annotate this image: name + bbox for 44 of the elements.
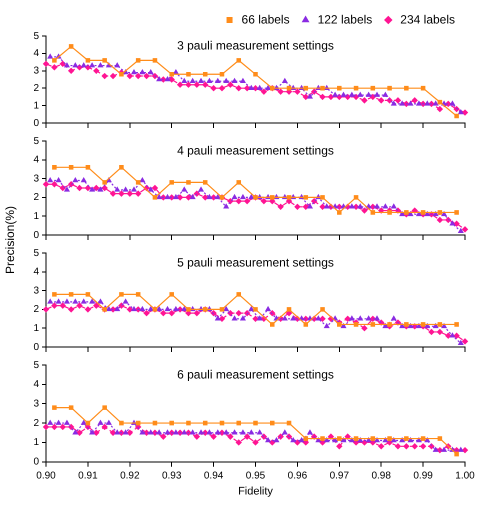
y-tick-label: 5 [33,360,40,371]
y-tick-label: 4 [33,379,40,390]
y-tick-label: 3 [33,66,40,77]
x-tick-label: 0.99 [413,470,434,482]
y-tick-label: 1 [33,210,40,222]
x-tick-label: 0.90 [36,470,56,482]
legend-label: 122 labels [318,12,372,26]
x-tick-label: 0.91 [78,470,98,482]
y-tick-label: 5 [33,30,40,42]
chart-title: 6 pauli measurement settings [177,367,334,382]
y-tick-label: 1 [33,322,40,334]
chart-title: 5 pauli measurement settings [177,255,334,270]
x-axis-title: Fidelity [238,485,274,498]
y-tick-label: 2 [33,82,40,94]
y-tick-label: 2 [33,192,40,204]
y-tick-label: 3 [33,285,40,296]
x-tick-label: 0.96 [288,470,308,482]
y-tick-label: 1 [33,100,40,112]
chart-title: 3 pauli measurement settings [177,38,334,52]
x-tick-label: 0.95 [246,470,266,482]
y-tick-label: 0 [33,230,40,241]
x-tick-label: 0.97 [330,470,350,482]
y-tick-label: 4 [33,48,40,60]
y-tick-label: 5 [33,136,40,147]
x-tick-label: 0.94 [204,470,224,482]
y-tick-label: 1 [33,437,40,448]
y-tick-label: 4 [33,266,40,278]
y-tick-label: 2 [33,304,40,316]
y-tick-label: 2 [33,418,40,429]
y-tick-label: 4 [33,154,40,166]
y-tick-label: 3 [33,398,40,410]
y-tick-label: 5 [33,248,40,259]
chart-title: 4 pauli measurement settings [177,143,334,158]
x-tick-label: 1.00 [455,470,476,482]
y-tick-label: 0 [33,456,40,468]
x-tick-label: 0.93 [162,470,182,482]
y-axis-title: Precision(%) [3,206,18,274]
y-tick-label: 0 [33,118,40,129]
legend-label: 66 labels [242,12,290,26]
x-tick-label: 0.92 [120,470,140,482]
x-tick-label: 0.98 [371,470,392,482]
y-tick-label: 0 [33,342,40,353]
legend-label: 234 labels [400,12,456,26]
y-tick-label: 3 [33,173,40,184]
